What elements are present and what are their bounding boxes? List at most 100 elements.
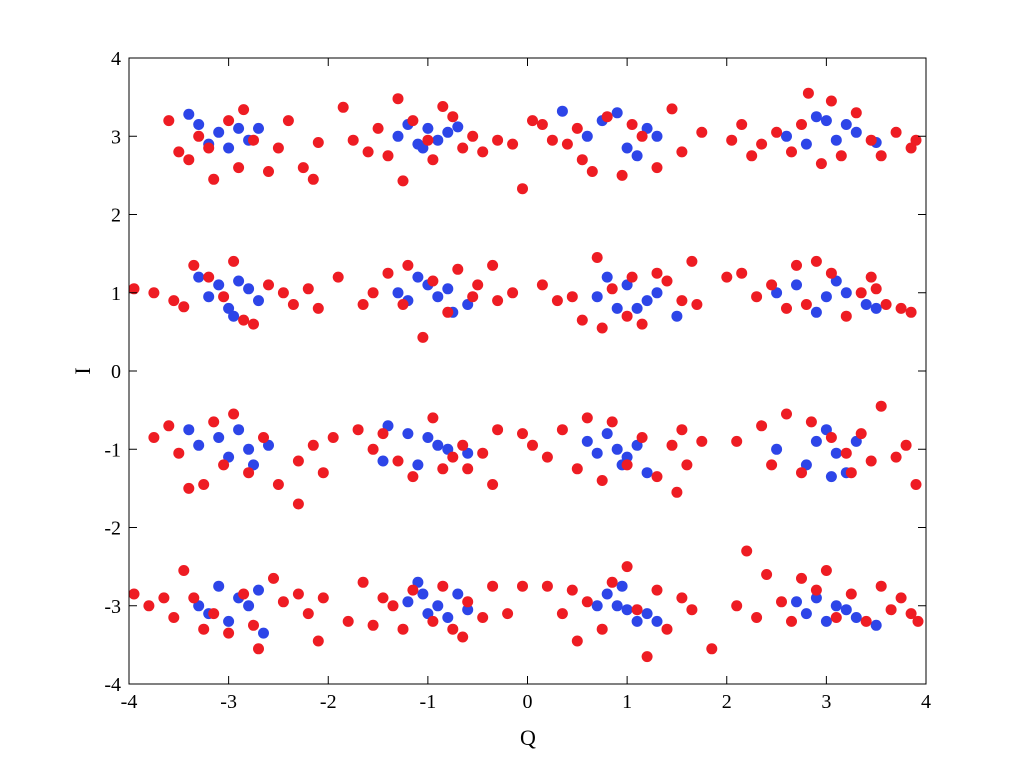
series-2-point-87 <box>402 259 414 271</box>
series-1-point-84 <box>581 435 593 447</box>
series-1-point-121 <box>800 608 812 620</box>
series-2-point-226 <box>581 596 593 608</box>
series-1-point-30 <box>850 126 862 138</box>
series-2-point-229 <box>621 561 633 573</box>
series-2-point-122 <box>855 287 867 299</box>
series-2-point-11 <box>263 166 274 177</box>
series-2-point-121 <box>840 310 852 322</box>
series-1-point-96 <box>825 471 837 483</box>
series-2-point-7 <box>223 115 235 127</box>
series-1-point-116 <box>641 608 653 620</box>
series-2-point-183 <box>875 400 887 412</box>
series-2-point-132 <box>198 479 210 490</box>
series-1-point-1 <box>183 108 195 120</box>
series-2-point-168 <box>666 439 678 451</box>
series-1-point-103 <box>253 584 264 596</box>
series-1-point-51 <box>641 295 653 307</box>
series-2-point-23 <box>397 175 409 187</box>
series-2-point-135 <box>228 408 240 420</box>
series-1-point-126 <box>870 619 882 631</box>
series-1-point-127 <box>791 596 802 608</box>
series-2-point-58 <box>815 158 827 170</box>
series-2-point-249 <box>875 580 887 592</box>
series-1-point-59 <box>840 287 852 299</box>
y-tick-label: -3 <box>104 596 121 618</box>
series-2-point-247 <box>845 588 857 600</box>
series-2-point-44 <box>626 119 638 130</box>
series-2-point-187 <box>845 467 857 479</box>
series-2-point-161 <box>571 463 583 475</box>
series-2-point-233 <box>661 623 673 635</box>
series-1-point-48 <box>392 287 404 299</box>
series-2-point-242 <box>786 615 797 627</box>
series-2-point-101 <box>591 252 603 263</box>
series-1-point-49 <box>601 271 613 283</box>
series-2-point-127 <box>865 271 877 283</box>
series-2-point-118 <box>800 299 812 310</box>
series-1-point-42 <box>432 291 444 303</box>
series-2-point-157 <box>517 428 528 440</box>
series-2-point-141 <box>317 467 329 479</box>
series-1-point-22 <box>651 130 663 142</box>
series-2-point-42 <box>601 111 613 123</box>
series-2-point-113 <box>736 267 748 279</box>
series-1-point-43 <box>442 283 454 295</box>
x-tick-label: -2 <box>320 691 337 713</box>
series-2-point-57 <box>802 87 814 99</box>
series-2-point-137 <box>258 432 269 443</box>
series-1-point-28 <box>830 134 842 146</box>
series-2-point-207 <box>357 576 369 588</box>
series-2-point-230 <box>631 604 643 616</box>
series-2-point-159 <box>541 451 553 463</box>
series-1-point-58 <box>820 291 832 303</box>
series-2-point-78 <box>277 287 289 299</box>
series-2-point-25 <box>422 134 434 146</box>
series-1-point-120 <box>616 580 628 592</box>
series-2-point-19 <box>362 146 374 158</box>
series-2-point-236 <box>706 643 718 655</box>
series-2-point-227 <box>596 623 608 635</box>
series-2-point-9 <box>238 104 250 116</box>
series-2-point-48 <box>676 146 688 158</box>
series-2-point-99 <box>566 291 578 303</box>
series-1-point-66 <box>213 432 225 443</box>
series-1-point-55 <box>631 302 643 314</box>
series-2-point-55 <box>786 146 797 158</box>
series-2-point-224 <box>566 584 578 596</box>
series-2-point-50 <box>726 134 738 146</box>
series-2-point-143 <box>292 498 304 510</box>
series-2-point-38 <box>561 138 573 150</box>
series-1-point-91 <box>820 424 832 436</box>
series-1-point-52 <box>611 302 623 314</box>
series-1-point-56 <box>671 310 683 322</box>
series-1-point-75 <box>422 432 434 443</box>
series-2-point-155 <box>492 424 504 436</box>
y-tick-label: -4 <box>104 674 121 696</box>
series-2-point-144 <box>352 424 364 436</box>
x-tick-label: 0 <box>523 691 533 713</box>
series-1-point-76 <box>442 443 454 455</box>
series-2-point-8 <box>233 162 245 174</box>
series-2-point-27 <box>447 111 459 123</box>
series-2-point-88 <box>417 331 429 343</box>
series-2-point-232 <box>651 584 663 596</box>
series-2-point-133 <box>208 416 220 428</box>
series-2-point-174 <box>756 420 768 432</box>
series-2-point-97 <box>536 279 548 291</box>
series-1-point-112 <box>462 604 474 616</box>
series-2-point-119 <box>810 255 822 267</box>
series-2-point-130 <box>173 447 185 459</box>
series-2-point-209 <box>377 592 389 604</box>
series-2-point-83 <box>357 299 369 310</box>
series-1-point-24 <box>631 150 643 162</box>
series-2-point-134 <box>218 459 230 471</box>
series-2-point-197 <box>238 588 250 600</box>
series-2-point-131 <box>183 482 195 494</box>
series-2-point-253 <box>912 615 924 627</box>
series-2-point-103 <box>606 283 618 295</box>
series-2-point-214 <box>437 580 449 592</box>
series-1-point-74 <box>402 428 414 440</box>
series-2-point-54 <box>771 126 783 138</box>
series-2-point-17 <box>337 101 349 113</box>
series-1-point-40 <box>228 310 240 322</box>
